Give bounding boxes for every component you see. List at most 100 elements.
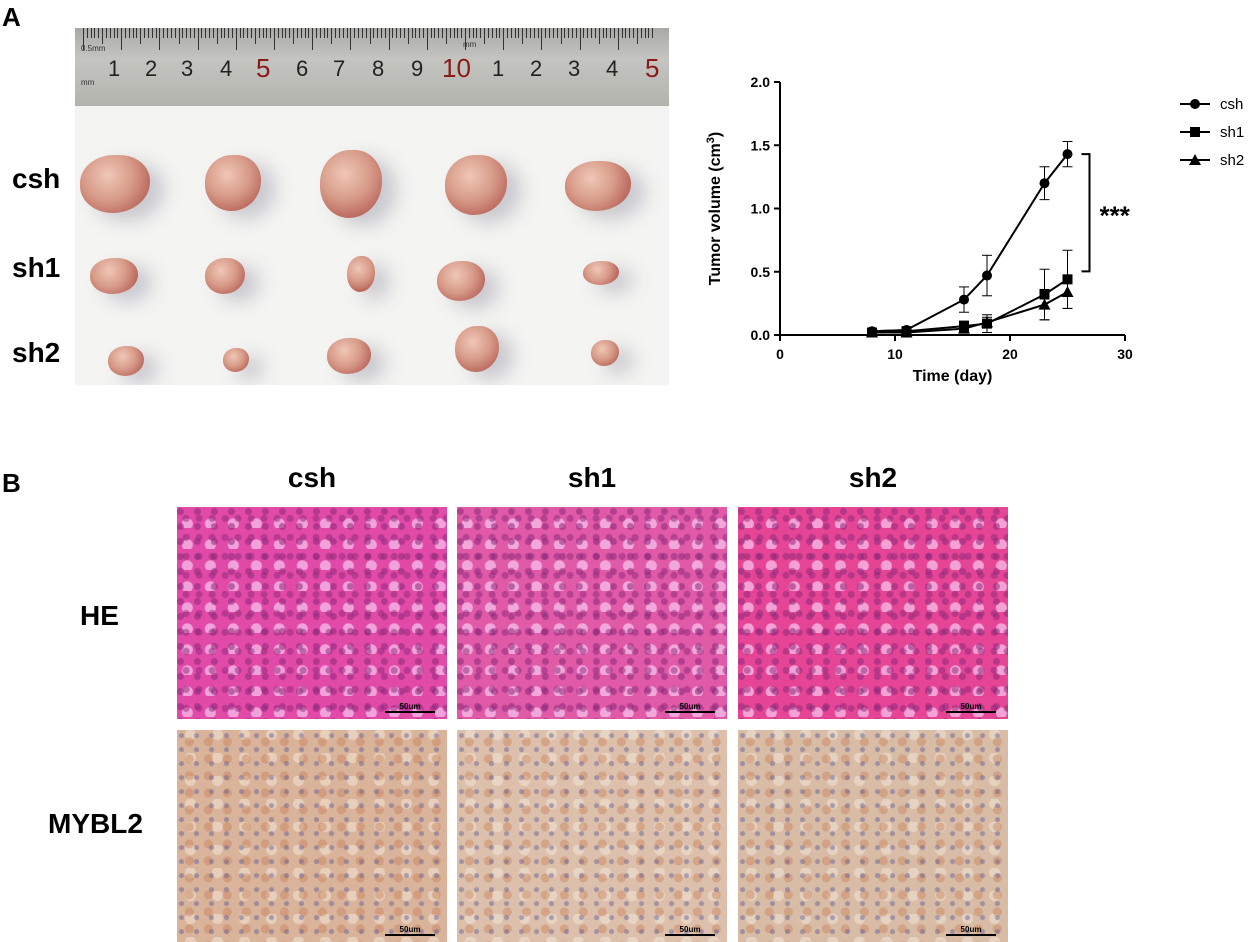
ruler-tick — [419, 28, 421, 38]
legend-marker-sh1 — [1190, 127, 1200, 137]
ruler-tick — [583, 28, 585, 38]
ruler-unit-label: mm — [463, 40, 477, 49]
ruler-tick — [94, 28, 96, 38]
ruler-tick — [648, 28, 650, 38]
ruler-tick — [445, 28, 447, 44]
ruler-tick — [323, 28, 325, 38]
ruler-tick — [449, 28, 451, 38]
ruler-tick — [529, 28, 531, 38]
scale-bar: 50um — [946, 699, 996, 713]
ruler-number: 3 — [181, 56, 194, 81]
scale-bar-label: 50um — [679, 702, 701, 711]
histology-row-label-he: HE — [80, 600, 119, 631]
ruler-number: 1 — [492, 56, 505, 81]
ruler-tick — [289, 28, 291, 38]
tumor-sh2-4 — [455, 326, 499, 372]
ruler-tick — [239, 28, 241, 38]
ruler-tick — [147, 28, 149, 38]
ruler-tick — [308, 28, 310, 38]
histology-row-label-mybl2: MYBL2 — [48, 808, 143, 839]
ruler-tick — [629, 28, 631, 38]
ruler-tick — [182, 28, 184, 38]
ruler-tick — [312, 28, 314, 50]
ruler-tick — [571, 28, 573, 38]
data-point-sh2 — [981, 316, 993, 328]
ruler: 0.5mm mm mm 1 2 3 4 5 6 7 8 9 10 1 2 3 4… — [75, 28, 669, 106]
panel-b-label: B — [2, 468, 21, 498]
ruler-tick — [522, 28, 524, 44]
ruler-tick — [373, 28, 375, 38]
legend-label-sh1: sh1 — [1220, 124, 1244, 141]
data-point-csh — [959, 294, 969, 305]
ruler-tick — [499, 28, 501, 38]
tumor-sh1-1 — [90, 258, 138, 294]
tumor-csh-3 — [320, 150, 382, 218]
ruler-tick — [319, 28, 321, 38]
ruler-tick — [491, 28, 493, 38]
tumor-row-label-csh: csh — [12, 163, 61, 194]
ruler-tick — [121, 28, 123, 50]
tumor-sh2-2 — [223, 348, 249, 372]
ruler-tick — [86, 28, 88, 38]
ruler-tick — [426, 28, 428, 50]
ruler-tick — [487, 28, 489, 38]
ruler-tick — [109, 28, 111, 38]
ruler-tick — [193, 28, 195, 38]
ruler-tick — [453, 28, 455, 38]
ruler-tick — [392, 28, 394, 38]
ruler-tick — [541, 28, 543, 50]
ruler-tick — [594, 28, 596, 38]
ruler-number: 9 — [411, 56, 424, 81]
ruler-tick — [568, 28, 570, 38]
panel-a-label: A — [2, 2, 21, 32]
ruler-tick — [422, 28, 424, 38]
data-point-sh2 — [900, 326, 913, 338]
tumor-photograph: 0.5mm mm mm 1 2 3 4 5 6 7 8 9 10 1 2 3 4… — [75, 28, 669, 385]
ruler-tick — [342, 28, 344, 38]
tumor-sh2-3 — [327, 338, 371, 374]
ruler-tick — [144, 28, 146, 38]
histology-column-label-sh1: sh1 — [567, 462, 617, 493]
ruler-tick — [533, 28, 535, 38]
ruler-tick — [591, 28, 593, 38]
legend-label-csh: csh — [1220, 96, 1243, 113]
histology-column-label-sh2: sh2 — [848, 462, 898, 493]
ruler-tick — [281, 28, 283, 38]
ruler-number: 7 — [333, 56, 346, 81]
series-layer — [866, 140, 1074, 338]
scale-bar-label: 50um — [399, 925, 421, 934]
tumor-sh1-3 — [347, 256, 375, 292]
ruler-tick — [98, 28, 100, 38]
legend-marker-csh — [1190, 99, 1200, 109]
ruler-tick — [163, 28, 165, 38]
ruler-tick — [587, 28, 589, 38]
data-point-sh2 — [1061, 285, 1074, 297]
ruler-tick — [384, 28, 386, 38]
ruler-tick — [274, 28, 275, 50]
y-axis-label: Tumor volume (cm3) — [705, 132, 724, 285]
ruler-tick — [140, 28, 142, 44]
ruler-tick — [396, 28, 398, 38]
ruler-tick — [461, 28, 463, 38]
ruler-number: 2 — [530, 56, 543, 81]
mybl2-image-csh: 50um — [177, 730, 447, 942]
x-axis-label: Time (day) — [913, 368, 993, 385]
ruler-tick — [117, 28, 119, 38]
data-point-sh2 — [866, 326, 878, 338]
ruler-tick — [365, 28, 367, 38]
bracket-line — [1081, 153, 1091, 273]
ruler-number: 8 — [372, 56, 385, 81]
ruler-tick — [201, 28, 203, 38]
significance-stars: *** — [1100, 201, 1131, 231]
scale-bar-label: 50um — [960, 925, 982, 934]
tumor-sh1-4 — [437, 261, 485, 301]
ruler-tick — [526, 28, 528, 38]
ruler-tick — [125, 28, 127, 38]
ruler-tick — [640, 28, 642, 38]
ruler-tick — [598, 28, 600, 44]
ruler-tick — [633, 28, 635, 38]
legend: csh sh1 sh2 — [1180, 96, 1244, 169]
ruler-tick — [400, 28, 402, 38]
data-point-csh — [1039, 178, 1050, 189]
ruler-tick — [136, 28, 138, 38]
